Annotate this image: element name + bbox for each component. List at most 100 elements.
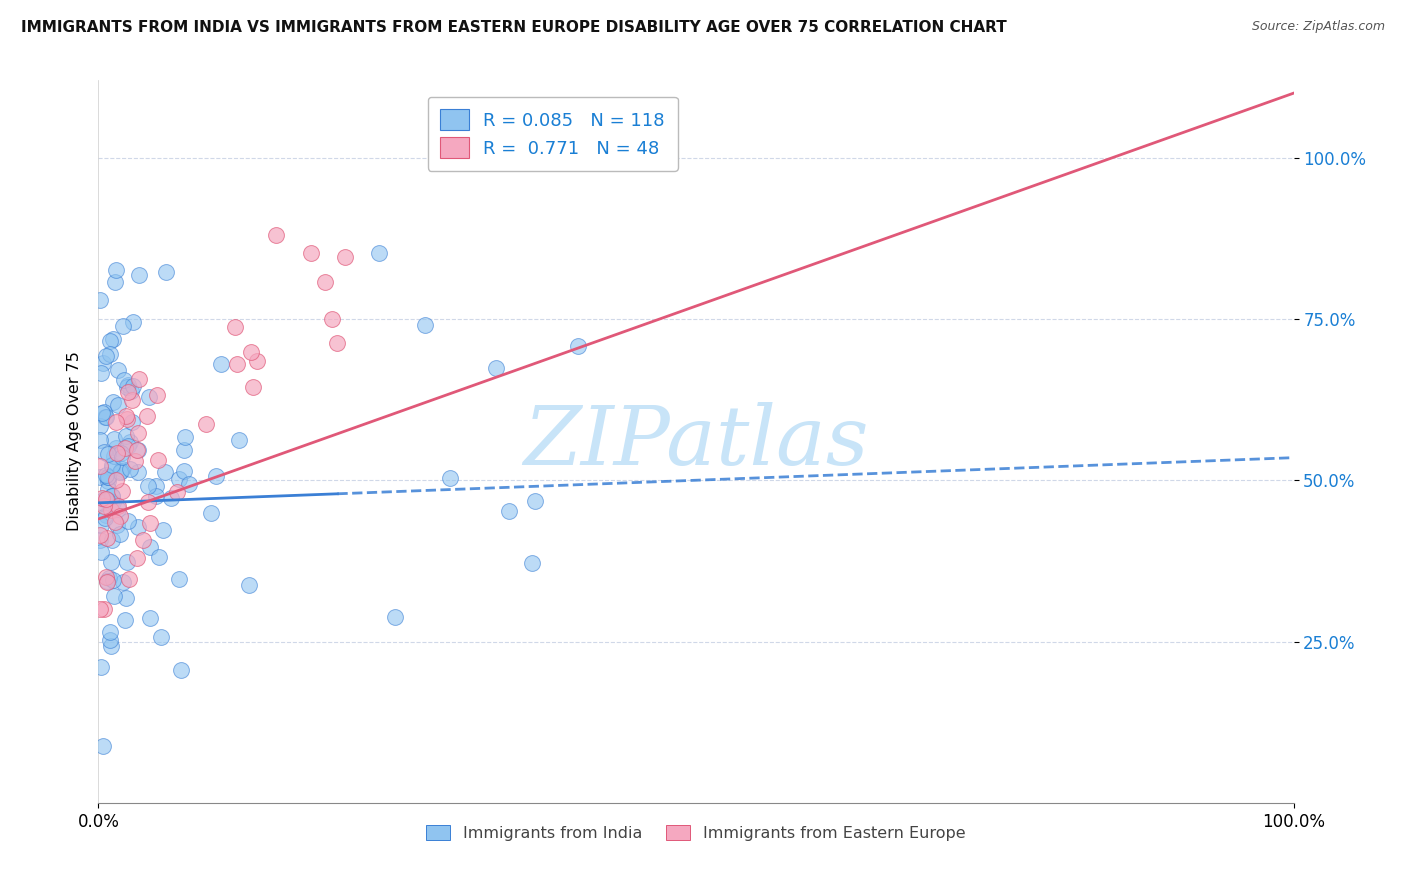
Point	[127, 520, 149, 534]
Text: Source: ZipAtlas.com: Source: ZipAtlas.com	[1251, 20, 1385, 33]
Point	[226, 357, 249, 371]
Point	[97, 447, 120, 461]
Point	[90, 660, 112, 674]
Point	[121, 392, 143, 407]
Point	[173, 443, 195, 458]
Point	[89, 545, 111, 559]
Legend: Immigrants from India, Immigrants from Eastern Europe: Immigrants from India, Immigrants from E…	[418, 817, 974, 849]
Point	[107, 501, 129, 516]
Point	[101, 495, 124, 509]
Point	[115, 409, 138, 424]
Point	[97, 482, 120, 496]
Point	[367, 245, 389, 260]
Point	[139, 611, 162, 625]
Point	[127, 465, 149, 479]
Point	[124, 454, 146, 468]
Point	[101, 533, 124, 547]
Point	[128, 268, 150, 282]
Point	[177, 477, 200, 491]
Point	[114, 442, 136, 456]
Point	[112, 373, 135, 387]
Point	[245, 354, 267, 368]
Point	[89, 533, 111, 547]
Point	[105, 446, 128, 460]
Point	[89, 293, 111, 307]
Point	[101, 458, 124, 473]
Point	[238, 578, 260, 592]
Point	[299, 246, 322, 260]
Point	[195, 417, 218, 431]
Point	[93, 602, 115, 616]
Point	[159, 491, 181, 505]
Point	[111, 484, 134, 499]
Point	[264, 227, 287, 242]
Point	[148, 550, 170, 565]
Point	[93, 405, 115, 419]
Point	[117, 380, 139, 394]
Point	[108, 509, 131, 524]
Point	[89, 433, 111, 447]
Point	[89, 459, 111, 474]
Point	[121, 416, 143, 430]
Point	[104, 515, 127, 529]
Point	[89, 494, 111, 508]
Point	[173, 464, 195, 478]
Point	[103, 432, 125, 446]
Point	[174, 430, 197, 444]
Point	[117, 515, 139, 529]
Point	[98, 334, 121, 349]
Point	[120, 462, 142, 476]
Point	[100, 490, 122, 504]
Point	[117, 555, 139, 569]
Point	[413, 318, 436, 332]
Point	[224, 319, 246, 334]
Point	[335, 251, 357, 265]
Point	[138, 516, 160, 530]
Point	[209, 357, 232, 371]
Point	[204, 468, 226, 483]
Point	[103, 394, 125, 409]
Point	[100, 555, 122, 569]
Point	[104, 441, 127, 455]
Point	[314, 275, 336, 289]
Point	[93, 499, 115, 513]
Point	[520, 556, 543, 570]
Point	[90, 366, 112, 380]
Point	[103, 449, 125, 463]
Point	[103, 332, 125, 346]
Point	[89, 469, 111, 483]
Point	[127, 443, 149, 458]
Point	[148, 452, 170, 467]
Point	[100, 503, 122, 517]
Point	[104, 275, 127, 289]
Point	[94, 508, 117, 523]
Point	[97, 470, 120, 484]
Point	[114, 613, 136, 627]
Point	[149, 631, 172, 645]
Point	[118, 435, 141, 450]
Point	[112, 318, 135, 333]
Point	[117, 440, 139, 454]
Point	[228, 434, 250, 448]
Point	[94, 492, 117, 507]
Point	[155, 465, 177, 479]
Point	[111, 462, 134, 476]
Point	[105, 473, 128, 487]
Point	[523, 494, 546, 508]
Point	[200, 506, 222, 520]
Point	[100, 496, 122, 510]
Point	[97, 469, 120, 483]
Point	[107, 363, 129, 377]
Y-axis label: Disability Age Over 75: Disability Age Over 75	[66, 351, 82, 532]
Point	[326, 335, 349, 350]
Point	[94, 511, 117, 525]
Point	[108, 465, 131, 479]
Point	[152, 524, 174, 538]
Point	[138, 390, 160, 404]
Point	[101, 489, 124, 503]
Point	[145, 489, 167, 503]
Point	[155, 265, 177, 279]
Text: IMMIGRANTS FROM INDIA VS IMMIGRANTS FROM EASTERN EUROPE DISABILITY AGE OVER 75 C: IMMIGRANTS FROM INDIA VS IMMIGRANTS FROM…	[21, 20, 1007, 35]
Point	[100, 625, 122, 640]
Point	[115, 411, 138, 425]
